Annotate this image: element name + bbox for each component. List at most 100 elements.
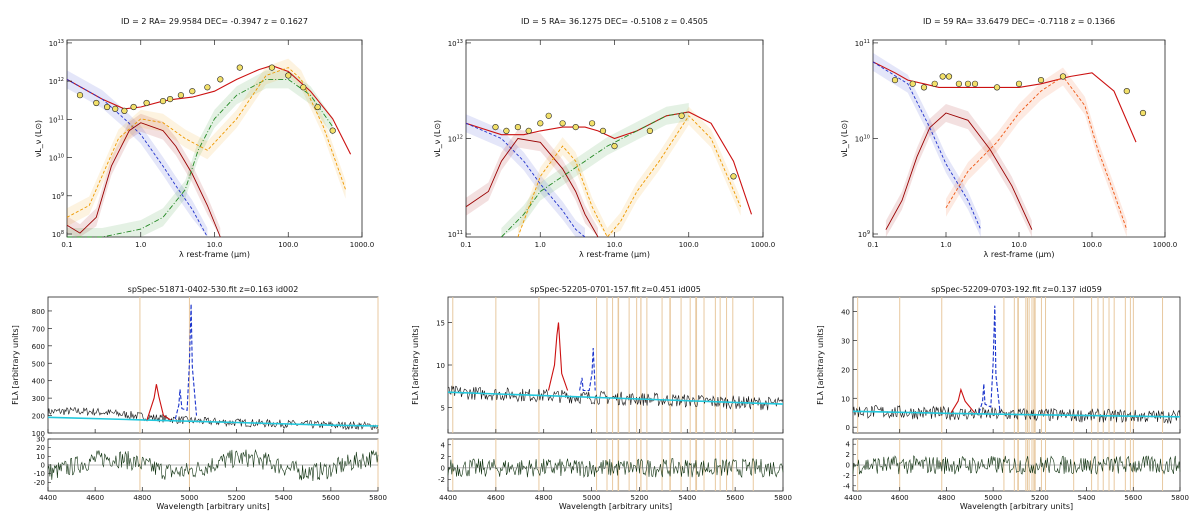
res-ytick-label: -20 (34, 479, 45, 487)
sed-ytick-label: 1010 (855, 134, 870, 143)
spec-xlabel: Wavelength [arbitrary units] (559, 502, 672, 511)
res-ytick-label: 0 (846, 462, 850, 470)
sed-line-sf (66, 67, 347, 218)
sed-panel-2: ID = 5 RA= 36.1275 DEC= -0.5108 z = 0.45… (433, 17, 775, 259)
spec-xtick-label: 5800 (1171, 494, 1189, 502)
sed-ylabel: νL_ν (L⊙) (433, 120, 442, 157)
sed-point (525, 127, 532, 134)
sed-ytick-label: 1011 (49, 115, 64, 124)
spec-panel-3: spSpec-52209-0703-192.fit z=0.137 id059 4… (816, 285, 1189, 511)
residual-spectrum (447, 458, 784, 479)
spec-title: spSpec-51871-0402-530.fit z=0.163 id002 (128, 285, 299, 294)
sed-point (891, 76, 899, 84)
res-ytick-label: 4 (441, 441, 446, 449)
res-ytick-label: 30 (36, 436, 45, 444)
sed-line-stellar (885, 112, 1033, 230)
spec-panel-1: spSpec-51871-0402-530.fit z=0.163 id002 4… (11, 285, 387, 511)
spec-line-continuum (47, 416, 379, 427)
spec-ytick-label: 5 (441, 405, 445, 413)
sed-xtick-label: 1000.0 (751, 241, 776, 249)
sed-point (300, 84, 307, 91)
spec-ytick-label: 800 (32, 308, 45, 316)
sed-point (572, 123, 579, 131)
sed-xtick-label: 100.0 (679, 241, 699, 249)
sed-point (143, 99, 150, 107)
sed-point (964, 80, 972, 87)
spec-xtick-label: 5400 (275, 494, 293, 502)
sed-xtick-label: 1.0 (940, 241, 951, 249)
spec-ytick-label: 400 (32, 378, 45, 386)
sed-point (329, 127, 336, 134)
sed-ylabel: νL_ν (L⊙) (34, 120, 43, 157)
sed-point (103, 103, 111, 111)
spec-xtick-label: 5800 (369, 494, 387, 502)
sed-point (236, 64, 243, 71)
sed-band-agn (873, 52, 981, 238)
sed-xtick-label: 1000.0 (1153, 241, 1178, 249)
sed-xtick-label: 1000.0 (350, 241, 375, 249)
spec-xtick-label: 5000 (181, 494, 199, 502)
sed-point (514, 123, 522, 131)
sed-point (167, 95, 174, 103)
sed-point (314, 103, 321, 111)
spec-xtick-label: 4800 (535, 494, 553, 502)
sed-title: ID = 2 RA= 29.9584 DEC= -0.3947 z = 0.16… (121, 17, 308, 26)
sed-xlabel: λ rest-frame (μm) (179, 250, 250, 259)
sed-point (93, 99, 100, 107)
residual-spectrum (47, 448, 379, 482)
sed-ytick-label: 108 (52, 230, 64, 239)
sed-ytick-label: 1012 (448, 134, 463, 143)
spec-ytick-label: 40 (841, 308, 850, 316)
spec-line-OIII (579, 347, 596, 392)
spec-xtick-label: 5200 (228, 494, 246, 502)
spec-title: spSpec-52209-0703-192.fit z=0.137 id059 (931, 285, 1102, 294)
sed-panel-3: ID = 59 RA= 33.6479 DEC= -0.7118 z = 0.1… (840, 17, 1177, 259)
spec-line-continuum (447, 391, 784, 405)
sed-point (909, 80, 916, 87)
sed-point (971, 80, 979, 87)
sed-point (1123, 87, 1130, 95)
spec-ytick-label: 15 (436, 320, 445, 328)
spec-frame (852, 296, 1181, 434)
sed-point (217, 76, 224, 83)
sed-line-sf (517, 115, 742, 238)
sed-point (945, 73, 953, 80)
sed-point (955, 80, 963, 87)
spec-xtick-label: 4600 (86, 494, 104, 502)
spec-ytick-label: 30 (841, 337, 850, 345)
sed-band-sf (517, 106, 741, 237)
sed-point (678, 112, 685, 119)
sed-xtick-label: 1.0 (535, 241, 546, 249)
sed-line-total (465, 111, 753, 215)
res-ytick-label: -2 (438, 476, 445, 484)
spec-xtick-label: 4800 (938, 494, 956, 502)
sed-ytick-label: 1010 (49, 154, 64, 163)
sed-point (1139, 109, 1147, 117)
sed-point (189, 88, 196, 95)
sed-line-stellar (66, 122, 221, 238)
spec-ytick-label: 300 (32, 395, 45, 403)
res-ytick-label: -4 (843, 482, 851, 490)
spec-ytick-label: 200 (32, 413, 45, 421)
spec-line-Hbeta (547, 322, 569, 391)
spec-ylabel: FLλ [arbitrary units] (11, 325, 20, 405)
spec-xtick-label: 5400 (1078, 494, 1096, 502)
spec-ytick-label: 20 (841, 366, 850, 374)
spec-xtick-label: 4400 (39, 494, 57, 502)
sed-point (588, 120, 596, 127)
sed-band-sf (67, 58, 346, 227)
spec-ylabel: FLλ [arbitrary units] (411, 325, 420, 405)
sed-ytick-label: 1011 (855, 39, 870, 48)
spec-xtick-label: 5600 (1124, 494, 1142, 502)
res-ytick-label: -2 (843, 472, 850, 480)
sed-band-torus (67, 70, 333, 238)
spec-xtick-label: 4400 (439, 494, 457, 502)
res-ytick-label: -10 (34, 470, 45, 478)
sed-ytick-label: 1011 (448, 230, 463, 239)
res-ytick-label: 0 (441, 464, 445, 472)
sed-title: ID = 5 RA= 36.1275 DEC= -0.5108 z = 0.45… (521, 17, 708, 26)
spec-frame (47, 296, 379, 434)
sed-point (1015, 80, 1023, 87)
res-ytick-label: 2 (441, 453, 445, 461)
